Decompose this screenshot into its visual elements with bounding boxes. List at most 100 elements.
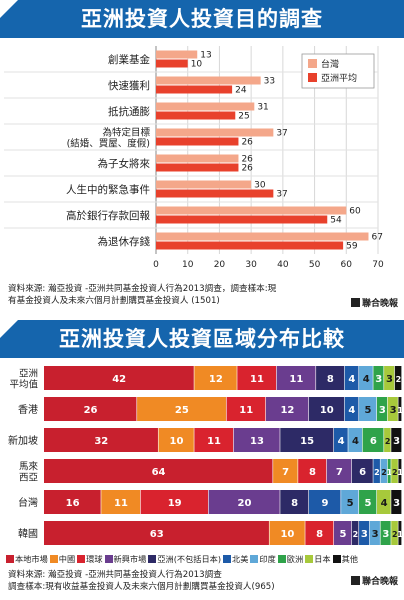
stack-segment: [391, 428, 402, 452]
legend-label: 中國: [58, 554, 76, 564]
x-tick-label: 0: [153, 260, 159, 270]
legend-item: 日本: [305, 553, 331, 565]
stack-segment: [376, 397, 388, 421]
data-label: 33: [264, 77, 275, 87]
stack-segment: [384, 428, 391, 452]
stack-segment: [333, 428, 348, 452]
chart1-source: 資料來源: 瀚亞投資 -亞洲共同基金投資人行為2013調查，調查樣本:現有基金投…: [8, 283, 278, 307]
legend-swatch: [49, 555, 58, 563]
segment-value: 2: [385, 437, 391, 446]
segment-value: 2: [392, 468, 398, 477]
segment-value: 3: [379, 405, 386, 416]
data-label: 26: [241, 155, 253, 165]
category-label: (結婚、買屋、度假): [67, 138, 150, 150]
stack-segment: [359, 521, 370, 545]
legend-label: 亞洲平均: [321, 72, 357, 84]
data-label: 24: [235, 86, 247, 96]
segment-value: 3: [386, 374, 393, 385]
stack-segment: [280, 490, 309, 514]
segment-value: 3: [393, 498, 400, 509]
stack-segment: [305, 521, 334, 545]
row-label: 香港: [18, 404, 38, 416]
segment-value: 5: [339, 529, 346, 540]
segment-value: 6: [359, 467, 366, 478]
stack-segment: [373, 366, 384, 390]
row-label: 馬來: [19, 462, 39, 473]
bar-asia-avg: [156, 189, 274, 198]
stack-segment: [380, 459, 388, 483]
segment-value: 4: [338, 436, 345, 447]
bar-taiwan: [156, 180, 252, 189]
segment-value: 3: [372, 529, 379, 540]
legend-swatch: [104, 555, 113, 563]
legend-label: 本地市場: [15, 554, 48, 564]
stack-segment: [394, 366, 402, 390]
segment-value: 11: [239, 405, 253, 416]
stack-segment: [362, 428, 384, 452]
legend-swatch: [308, 59, 317, 68]
segment-value: 26: [84, 405, 98, 416]
stack-segment: [44, 459, 273, 483]
segment-value: 15: [300, 436, 314, 447]
stack-segment: [269, 521, 305, 545]
bar-taiwan: [156, 154, 239, 163]
x-tick-label: 70: [372, 260, 384, 270]
segment-value: 3: [390, 405, 397, 416]
stack-segment: [359, 490, 377, 514]
x-tick-label: 60: [341, 260, 353, 270]
segment-value: 8: [309, 467, 316, 478]
bar-asia-avg: [156, 241, 344, 250]
stack-segment: [44, 490, 101, 514]
x-tick-label: 40: [277, 260, 289, 270]
data-label: 37: [276, 129, 287, 139]
stack-segment: [308, 397, 345, 421]
legend-item: 環球: [77, 553, 103, 565]
category-label: 創業基金: [108, 53, 150, 66]
segment-value: 4: [348, 405, 355, 416]
segment-value: 5: [365, 498, 372, 509]
segment-value: 6: [370, 436, 377, 447]
bar-asia-avg: [156, 85, 233, 94]
data-label: 25: [238, 112, 249, 122]
chart2-legend: 本地市場 中國 環球 新興市場 亞洲(不包括日本) 北美 印度 歐洲 日本 其他: [6, 553, 360, 565]
data-label: 59: [346, 242, 358, 252]
stack-segment: [44, 366, 194, 390]
stack-segment: [369, 521, 380, 545]
stack-segment: [376, 490, 391, 514]
stack-segment: [373, 459, 380, 483]
stack-segment: [351, 459, 373, 483]
segment-value: 3: [361, 529, 368, 540]
stack-segment: [280, 428, 334, 452]
chart1-source-text: 資料來源: 瀚亞投資 -亞洲共同基金投資人行為2013調查，調查樣本:現有基金投…: [8, 284, 277, 306]
stack-segment: [351, 521, 359, 545]
segment-value: 1: [397, 406, 403, 415]
legend-swatch: [223, 555, 232, 563]
legend-item: 歐洲: [277, 553, 303, 565]
segment-value: 42: [112, 374, 126, 385]
segment-value: 1: [397, 468, 403, 477]
bar-asia-avg: [156, 215, 328, 224]
legend-item: 其他: [332, 553, 358, 565]
category-label: 為子女將來: [98, 157, 151, 170]
chart2-title-bar: 亞洲投資人投資區域分布比較: [0, 320, 404, 358]
legend-label: 日本: [314, 554, 331, 564]
stack-segment: [265, 397, 309, 421]
chart2-source: 資料來源: 瀚亞投資 -亞洲共同基金投資人行為2013調查 調查樣本:現有收益基…: [8, 569, 275, 593]
stack-segment: [44, 428, 158, 452]
segment-value: 12: [280, 405, 294, 416]
category-label: 快速獲利: [108, 79, 150, 92]
segment-value: 11: [289, 374, 303, 385]
stack-segment: [233, 428, 280, 452]
segment-value: 10: [280, 529, 294, 540]
bar-taiwan: [156, 232, 369, 241]
segment-value: 4: [348, 374, 355, 385]
legend-item: 本地市場: [6, 553, 48, 565]
data-label: 30: [254, 181, 266, 191]
stack-segment: [137, 397, 226, 421]
legend-item: 新興市場: [104, 553, 146, 565]
bar-asia-avg: [156, 111, 236, 120]
segment-value: 4: [352, 436, 359, 447]
stack-segment: [140, 490, 209, 514]
segment-value: 5: [365, 405, 372, 416]
